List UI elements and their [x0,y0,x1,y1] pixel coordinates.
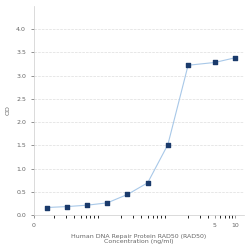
Point [105,201,109,205]
Point [166,142,170,146]
Point [85,203,89,207]
Point [126,192,130,196]
Point [65,204,69,208]
Point [233,56,237,60]
Point [44,206,48,210]
Point [213,60,217,64]
X-axis label: Human DNA Repair Protein RAD50 (RAD50)
Concentration (ng/ml): Human DNA Repair Protein RAD50 (RAD50) C… [72,234,207,244]
Y-axis label: OD: OD [6,106,10,116]
Point [146,181,150,185]
Point [186,63,190,67]
